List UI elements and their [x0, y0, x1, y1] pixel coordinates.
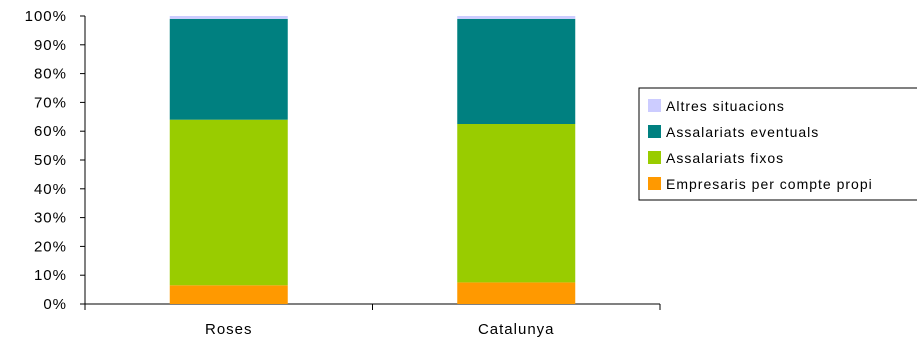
legend-label: Assalariats eventuals [666, 124, 819, 140]
y-tick-label: 90% [34, 37, 67, 54]
bar-segment-roses-assalariats-eventuals [169, 18, 288, 120]
bar-segment-roses-altres-situacions [169, 16, 288, 19]
bar-segment-roses-assalariats-fixos [169, 119, 288, 286]
y-tick-label: 10% [34, 267, 67, 284]
legend-label: Empresaris per compte propi [666, 176, 873, 192]
bar-segment-catalunya-assalariats-fixos [457, 124, 576, 283]
y-tick-label: 20% [34, 238, 67, 255]
bar-segment-catalunya-assalariats-eventuals [457, 18, 576, 125]
x-tick-labels: Roses Catalunya [84, 304, 661, 338]
y-tick-label: 30% [34, 210, 67, 227]
legend-swatch [648, 125, 661, 138]
y-tick-label: 100% [25, 8, 67, 25]
bar-segment-roses-empresaris-per-compte-propi [169, 285, 288, 304]
y-tick-label: 70% [34, 94, 67, 111]
bars [169, 16, 576, 304]
y-tick-label: 50% [34, 152, 67, 169]
legend-box [638, 87, 917, 201]
bar-segment-catalunya-altres-situacions [457, 16, 576, 19]
x-tick-label-roses: Roses [205, 321, 253, 338]
bar-segment-catalunya-empresaris-per-compte-propi [457, 282, 576, 304]
legend-swatch [648, 151, 661, 164]
legend-swatch [648, 177, 661, 190]
y-tick-label: 60% [34, 123, 67, 140]
legend: Altres situacions Assalariats eventuals As… [638, 87, 917, 201]
legend-label: Assalariats fixos [666, 150, 784, 166]
x-tick-label-catalunya: Catalunya [478, 321, 555, 338]
y-tick-label: 40% [34, 181, 67, 198]
y-tick-label: 80% [34, 66, 67, 83]
legend-label: Altres situacions [666, 98, 785, 114]
legend-swatch [648, 99, 661, 112]
y-tick-label: 0% [43, 296, 67, 313]
y-tick-labels: 0% 10% 20% 30% 40% 50% 60% 70% 80% 90% 100% [25, 8, 85, 313]
